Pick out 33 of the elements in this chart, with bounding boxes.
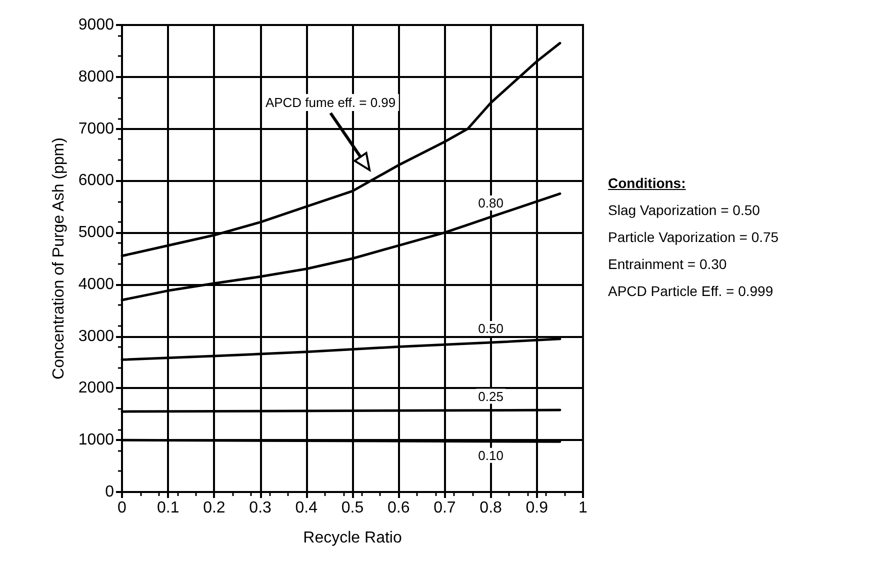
x-tick-label: 0 xyxy=(118,500,127,516)
text: APCD Particle Eff. = 0.999 xyxy=(608,282,774,301)
y-tick-label: 9000 xyxy=(78,16,114,34)
series-label: 0.80 xyxy=(478,195,504,210)
x-tick-label: 1 xyxy=(578,500,588,516)
series-label: 0.25 xyxy=(478,388,504,404)
y-tick-label: 2000 xyxy=(78,380,114,397)
series-label: 0.10 xyxy=(478,448,504,463)
text: Entrainment = 0.30 xyxy=(608,255,728,274)
y-tick-label: 7000 xyxy=(78,120,114,138)
annotation: APCD fume eff. = 0.99 xyxy=(262,94,399,112)
text: Conditions: xyxy=(608,174,687,193)
text: Particle Vaporization = 0.75 xyxy=(608,228,779,247)
y-tick-label: 0 xyxy=(105,484,114,500)
x-tick-label: 0.2 xyxy=(203,500,226,516)
y-tick-label: 6000 xyxy=(78,172,114,190)
x-tick-label: 0.9 xyxy=(526,500,548,516)
y-tick-label: 8000 xyxy=(78,68,114,86)
y-axis-title: Concentration of Purge Ash (ppm) xyxy=(50,138,68,380)
x-tick-label: 0.8 xyxy=(480,500,502,516)
x-tick-label: 0.7 xyxy=(434,500,456,516)
series-label: 0.50 xyxy=(478,321,504,336)
x-tick-label: 0.6 xyxy=(387,500,410,516)
x-tick-label: 0.3 xyxy=(249,500,272,516)
y-tick-label: 3000 xyxy=(78,328,114,345)
y-tick-label: 4000 xyxy=(78,276,114,293)
x-tick-label: 0.1 xyxy=(156,500,180,516)
y-tick-label: 5000 xyxy=(78,224,114,242)
x-tick-label: 0.4 xyxy=(295,500,318,516)
text: Slag Vaporization = 0.50 xyxy=(608,201,761,220)
x-tick-label: 0.5 xyxy=(341,500,364,516)
y-tick-label: 1000 xyxy=(78,432,114,449)
x-axis-title: Recycle Ratio xyxy=(303,530,402,546)
